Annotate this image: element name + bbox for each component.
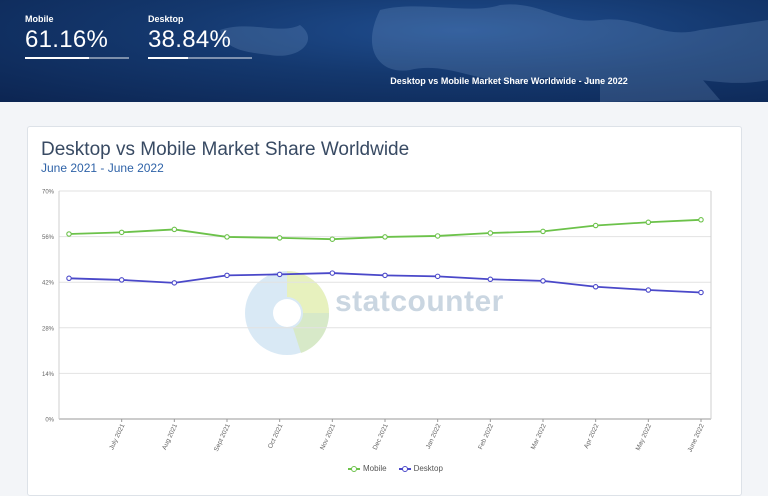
world-map-background — [220, 4, 768, 102]
x-tick-label: Oct 2021 — [267, 423, 285, 450]
legend-item-desktop[interactable]: Desktop — [398, 464, 443, 473]
data-point-mobile — [698, 217, 704, 223]
legend-mobile-marker-icon — [348, 465, 360, 472]
data-point-mobile — [329, 236, 336, 242]
mobile-stat-label: Mobile — [25, 14, 54, 24]
mobile-stat-bar-fill — [25, 57, 89, 59]
y-tick-label: 42% — [42, 281, 55, 287]
data-point-mobile — [645, 219, 652, 226]
x-tick-label: Aug 2021 — [161, 423, 179, 452]
x-tick-label: July 2021 — [108, 423, 126, 452]
statcounter-logo-icon — [245, 271, 330, 355]
data-point-desktop — [329, 270, 336, 276]
y-tick-label: 56% — [42, 235, 55, 241]
watermark-text: statcounter — [335, 285, 504, 318]
x-tick-label: Nov 2021 — [319, 423, 337, 452]
desktop-stat-bar — [148, 57, 252, 59]
data-point-desktop — [171, 280, 178, 286]
x-tick-label: Dec 2021 — [372, 423, 390, 452]
data-point-mobile — [171, 226, 178, 233]
legend-desktop-marker-icon — [398, 465, 411, 472]
x-tick-label: May 2022 — [635, 423, 654, 452]
chart-subtitle: June 2021 - June 2022 — [41, 161, 164, 175]
data-point-desktop — [645, 287, 652, 293]
data-point-mobile — [540, 228, 546, 235]
data-point-mobile — [224, 234, 230, 240]
data-point-desktop — [487, 276, 494, 283]
chart-card: statcounter Desktop vs Mobile Market Sha… — [27, 126, 742, 496]
data-point-desktop — [592, 284, 599, 290]
y-tick-label: 14% — [42, 372, 55, 378]
desktop-stat-bar-fill — [148, 57, 189, 59]
header-title: Desktop vs Mobile Market Share Worldwide… — [390, 76, 628, 86]
data-point-desktop — [66, 275, 72, 282]
mobile-stat-value: 61.16% — [25, 26, 109, 53]
legend-mobile-label: Mobile — [363, 464, 387, 473]
mobile-stat: Mobile 61.16% — [25, 14, 129, 59]
data-point-desktop — [276, 271, 283, 278]
x-tick-label: Feb 2022 — [477, 423, 495, 451]
data-point-desktop — [698, 289, 704, 296]
desktop-stat-value: 38.84% — [148, 26, 232, 53]
desktop-stat-label: Desktop — [148, 14, 184, 24]
data-point-mobile — [382, 234, 388, 240]
chart-title: Desktop vs Mobile Market Share Worldwide — [41, 139, 410, 160]
y-tick-label: 28% — [42, 326, 55, 332]
x-tick-label: Jan 2022 — [425, 423, 443, 451]
data-point-mobile — [276, 235, 283, 241]
data-point-mobile — [434, 233, 441, 239]
y-tick-label: 70% — [42, 190, 55, 196]
data-point-desktop — [434, 273, 441, 280]
mobile-stat-bar — [25, 57, 129, 59]
line-chart: 0% 14% 28% 42% 56% 70% July 2021 Aug 2021 Sept 2… — [42, 190, 712, 454]
data-point-mobile — [592, 222, 599, 229]
data-point-desktop — [540, 278, 546, 284]
data-point-desktop — [118, 277, 125, 283]
data-point-mobile — [66, 231, 72, 237]
x-tick-label: Sept 2021 — [213, 423, 232, 453]
y-tick-label: 0% — [45, 418, 54, 424]
x-tick-label: June 2022 — [687, 423, 706, 454]
data-point-mobile — [118, 229, 125, 236]
legend-item-mobile[interactable]: Mobile — [348, 464, 387, 473]
data-point-desktop — [224, 272, 230, 279]
chart-legend: Mobile Desktop — [348, 464, 443, 473]
x-tick-label: Apr 2022 — [583, 423, 601, 450]
desktop-stat: Desktop 38.84% — [148, 14, 252, 59]
header-banner: Mobile 61.16% Desktop 38.84% Desktop vs … — [0, 0, 768, 102]
legend-desktop-label: Desktop — [413, 464, 443, 473]
x-tick-label: Mar 2022 — [530, 423, 548, 451]
data-point-mobile — [487, 230, 494, 236]
data-point-desktop — [382, 272, 388, 279]
